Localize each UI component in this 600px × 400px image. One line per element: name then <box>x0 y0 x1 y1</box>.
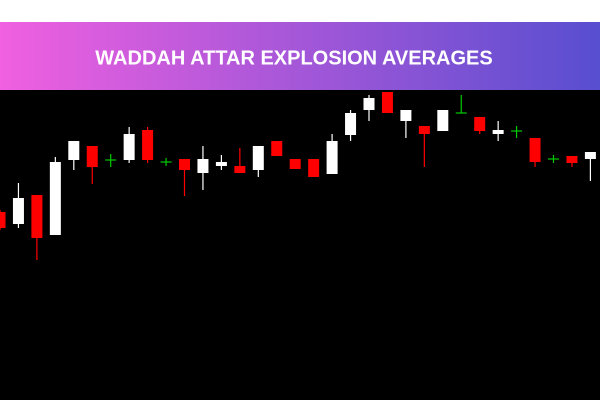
candle-body <box>123 134 135 160</box>
plot-background <box>0 90 600 400</box>
candle-body <box>271 141 283 156</box>
candle-body <box>197 159 209 173</box>
candle-body <box>529 138 541 162</box>
candle-body <box>86 146 98 167</box>
candle-body <box>234 166 246 173</box>
candle-body <box>215 162 227 166</box>
candle-body <box>49 162 61 235</box>
candle-body <box>252 146 264 170</box>
candle-body <box>584 152 596 159</box>
candle-body <box>400 110 412 121</box>
candle-body <box>31 195 43 238</box>
candle-body <box>289 159 301 169</box>
candle-body <box>566 156 578 163</box>
candle-body <box>363 98 375 110</box>
candle-body <box>179 159 190 170</box>
candle-body <box>437 110 449 131</box>
title-banner <box>0 22 600 90</box>
candle-body <box>0 212 6 228</box>
candle-body <box>492 130 504 134</box>
candle-body <box>68 141 80 160</box>
candle-body <box>345 113 357 135</box>
candle-body <box>474 117 486 131</box>
candle-body <box>308 159 320 177</box>
candle-body <box>12 198 24 224</box>
top-margin <box>0 0 600 22</box>
chart-title: WADDAH ATTAR EXPLOSION AVERAGES <box>95 47 492 69</box>
candle-body <box>381 92 393 113</box>
candle-body <box>418 126 430 134</box>
candle-body <box>326 141 338 174</box>
candle-body <box>142 130 154 160</box>
